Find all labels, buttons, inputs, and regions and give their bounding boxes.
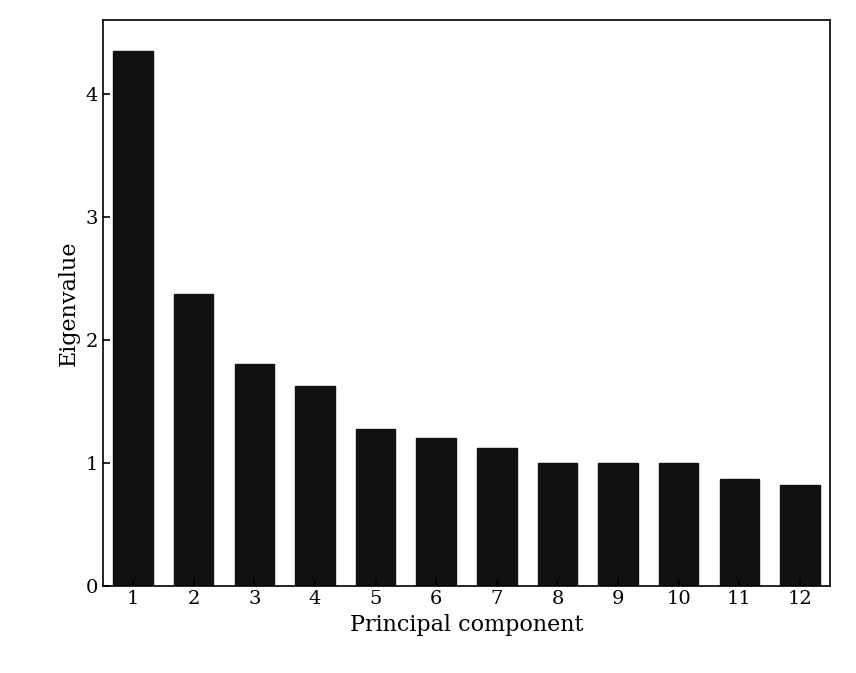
Bar: [417, 438, 456, 586]
Y-axis label: Eigenvalue: Eigenvalue: [58, 240, 80, 365]
X-axis label: Principal component: Principal component: [350, 614, 583, 636]
Bar: [235, 364, 274, 586]
Bar: [538, 462, 577, 586]
Bar: [720, 479, 759, 586]
Bar: [477, 448, 516, 586]
Bar: [781, 485, 820, 586]
Bar: [174, 294, 213, 586]
Bar: [598, 462, 638, 586]
Bar: [295, 386, 335, 586]
Bar: [356, 429, 395, 586]
Bar: [659, 462, 698, 586]
Bar: [113, 51, 152, 586]
